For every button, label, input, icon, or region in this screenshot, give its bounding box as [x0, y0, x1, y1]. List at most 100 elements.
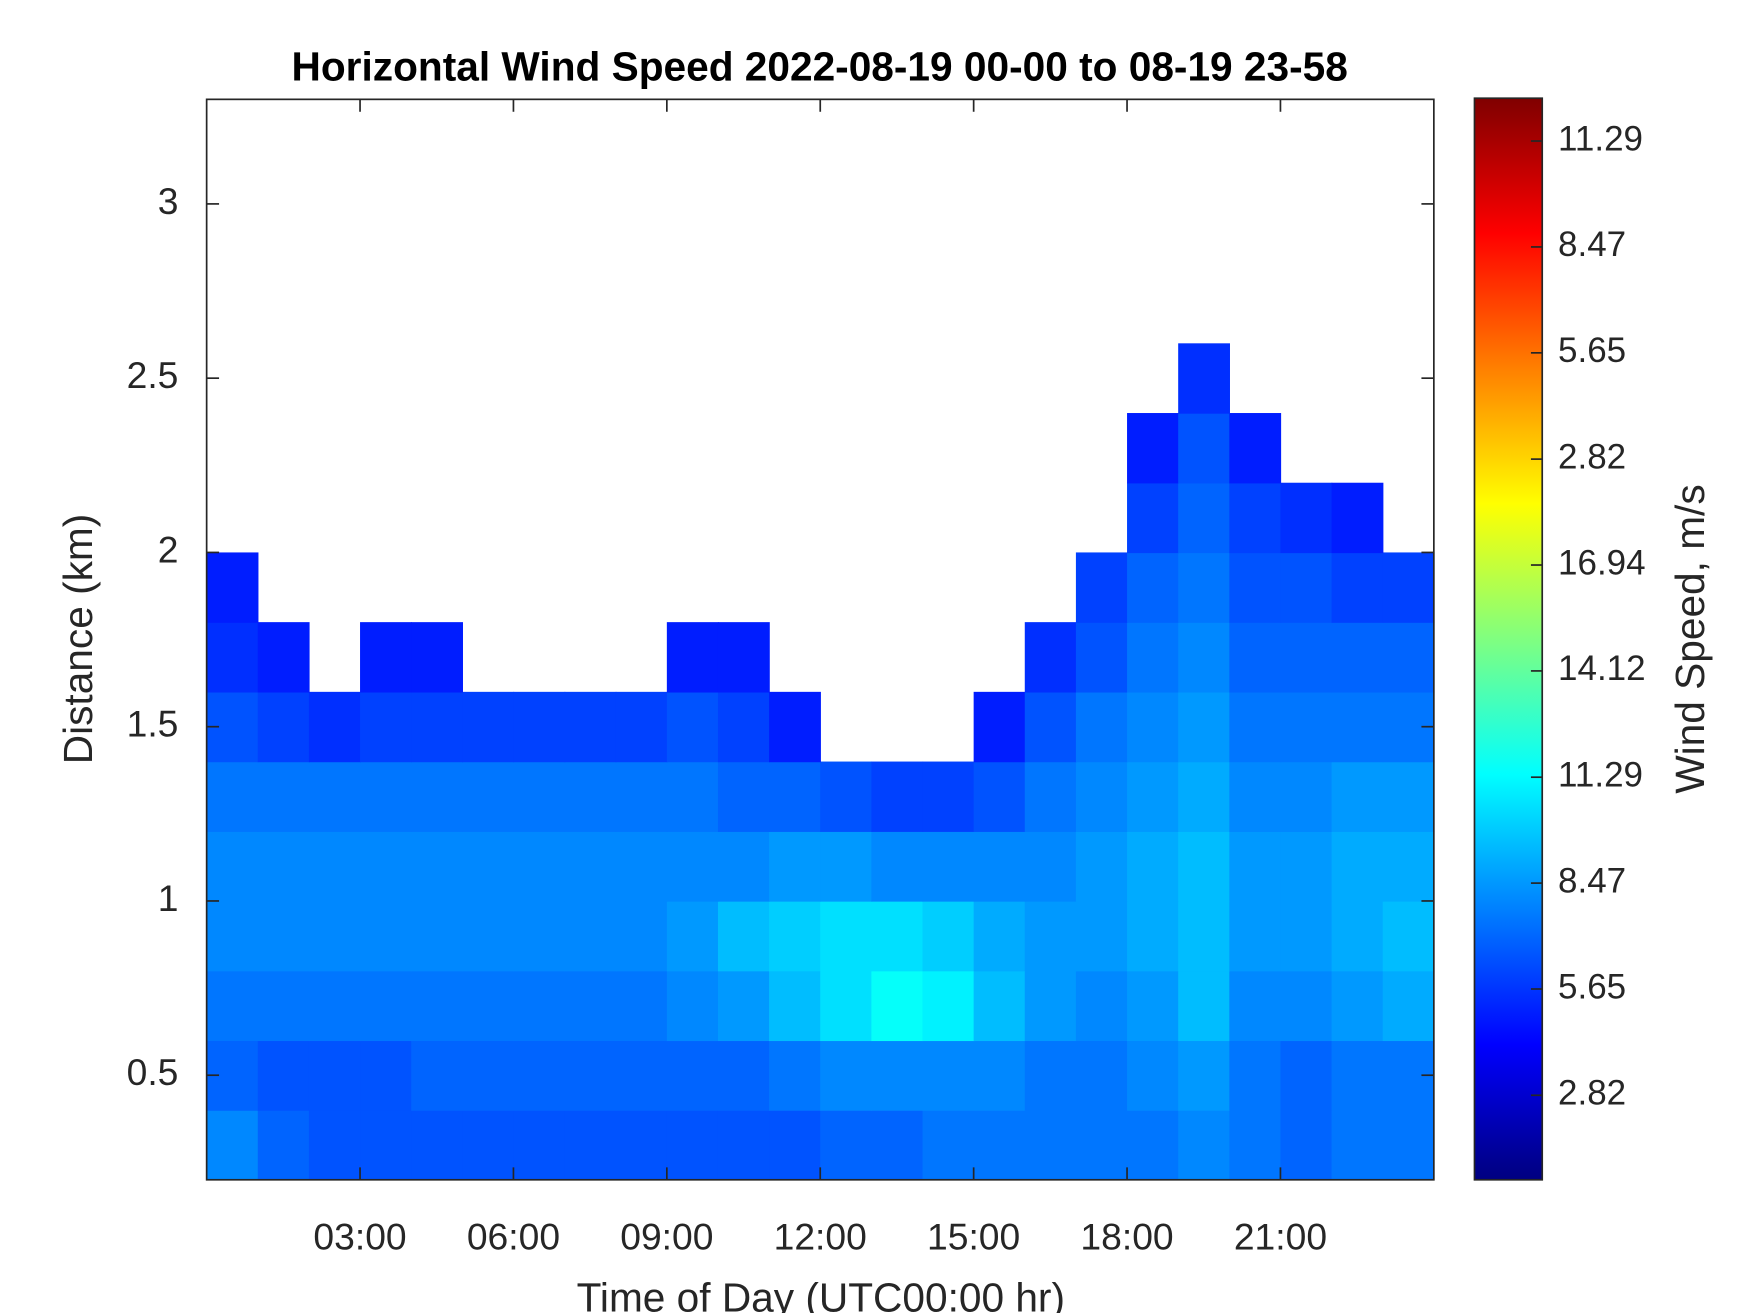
heatmap-cell: [1178, 343, 1230, 414]
heatmap-cell: [1382, 900, 1435, 972]
heatmap-cell: [973, 900, 1026, 972]
heatmap-cell: [257, 900, 310, 972]
heatmap-cell: [1229, 761, 1282, 832]
heatmap-cell: [1382, 831, 1435, 902]
heatmap-cell: [1178, 482, 1230, 554]
heatmap-cell: [1178, 900, 1230, 972]
y-axis-label: Distance (km): [55, 514, 101, 765]
heatmap-cell: [1229, 482, 1282, 554]
heatmap-cell: [871, 1040, 924, 1111]
heatmap-cell: [1127, 482, 1179, 554]
heatmap-cell: [513, 691, 566, 763]
heatmap-cell: [1127, 622, 1179, 693]
heatmap-cell: [1127, 831, 1179, 902]
heatmap-cell: [1229, 691, 1282, 763]
heatmap-cell: [666, 900, 719, 972]
heatmap-cell: [308, 1040, 361, 1111]
heatmap-cell: [1075, 552, 1128, 623]
chart-title: Horizontal Wind Speed 2022-08-19 00-00 t…: [292, 44, 1348, 90]
heatmap-cell: [615, 1040, 668, 1111]
heatmap-cell: [666, 622, 719, 693]
heatmap-cell: [1024, 1040, 1077, 1111]
heatmap-cell: [769, 1040, 821, 1111]
heatmap-cell: [615, 691, 668, 763]
heatmap-cell: [1331, 1040, 1384, 1111]
heatmap-cell: [462, 691, 515, 763]
heatmap-cell: [1127, 691, 1179, 763]
heatmap-cell: [922, 1040, 975, 1111]
heatmap-cell: [717, 1040, 770, 1111]
heatmap-cell: [257, 761, 310, 832]
heatmap-cell: [820, 831, 873, 902]
heatmap-cell: [257, 691, 310, 763]
heatmap-cell: [1024, 691, 1077, 763]
x-tick-label: 21:00: [1234, 1215, 1327, 1257]
heatmap-cell: [1075, 622, 1128, 693]
heatmap-cell: [871, 970, 924, 1042]
heatmap-cell: [922, 831, 975, 902]
colorbar-tick-label: 5.65: [1558, 331, 1626, 370]
heatmap-cell: [871, 1110, 924, 1181]
heatmap-cell: [1382, 552, 1435, 623]
heatmap-cell: [820, 1040, 873, 1111]
heatmap-cell: [922, 1110, 975, 1181]
heatmap-cell: [411, 831, 463, 902]
heatmap-cell: [973, 691, 1026, 763]
heatmap-cell: [462, 1040, 515, 1111]
x-tick-label: 12:00: [774, 1215, 867, 1257]
heatmap-cell: [1127, 761, 1179, 832]
colorbar-tick-label: 14.12: [1558, 649, 1646, 688]
heatmap-cell: [1280, 1110, 1333, 1181]
heatmap-cell: [206, 831, 259, 902]
colorbar-tick-label: 16.94: [1558, 543, 1646, 582]
colorbar-tick-label: 11.29: [1558, 119, 1643, 158]
heatmap-cell: [666, 1110, 719, 1181]
heatmap-cell: [1178, 691, 1230, 763]
heatmap-cell: [1331, 1110, 1384, 1181]
heatmap-cell: [360, 1110, 412, 1181]
heatmap-cell: [564, 831, 617, 902]
heatmap-cell: [1229, 413, 1282, 484]
heatmap-cell: [1382, 970, 1435, 1042]
heatmap-cell: [1127, 552, 1179, 623]
heatmap-cell: [1229, 900, 1282, 972]
heatmap-cell: [820, 761, 873, 832]
heatmap-cell: [1280, 761, 1333, 832]
heatmap-cell: [411, 691, 463, 763]
heatmap-cell: [206, 900, 259, 972]
heatmap-cell: [308, 761, 361, 832]
colorbar-tick-label: 8.47: [1558, 225, 1626, 264]
heatmap-cell: [257, 831, 310, 902]
heatmap-cell: [1024, 622, 1077, 693]
heatmap-cell: [206, 970, 259, 1042]
heatmap-cell: [1331, 831, 1384, 902]
heatmap-cell: [1331, 622, 1384, 693]
heatmap-cell: [513, 970, 566, 1042]
x-tick-label: 15:00: [927, 1215, 1020, 1257]
colorbar-tick-label: 8.47: [1558, 861, 1626, 900]
heatmap-cell: [308, 970, 361, 1042]
heatmap-cell: [564, 691, 617, 763]
heatmap-cell: [462, 761, 515, 832]
heatmap-cell: [1331, 970, 1384, 1042]
heatmap-cell: [1280, 482, 1333, 554]
heatmap-cell: [1229, 622, 1282, 693]
heatmap-cell: [615, 970, 668, 1042]
heatmap-cell: [360, 970, 412, 1042]
colorbar-tick-label: 2.82: [1558, 1074, 1626, 1113]
heatmap-cell: [717, 900, 770, 972]
heatmap-cell: [564, 1110, 617, 1181]
heatmap-cell: [1075, 691, 1128, 763]
heatmap-cell: [820, 900, 873, 972]
x-tick-label: 03:00: [313, 1215, 406, 1257]
heatmap-cell: [615, 831, 668, 902]
heatmap-cell: [1178, 831, 1230, 902]
heatmap-cell: [769, 691, 821, 763]
heatmap-cell: [1331, 552, 1384, 623]
heatmap-cell: [769, 1110, 821, 1181]
heatmap-cell: [513, 1110, 566, 1181]
heatmap-cell: [666, 691, 719, 763]
heatmap-cell: [871, 761, 924, 832]
